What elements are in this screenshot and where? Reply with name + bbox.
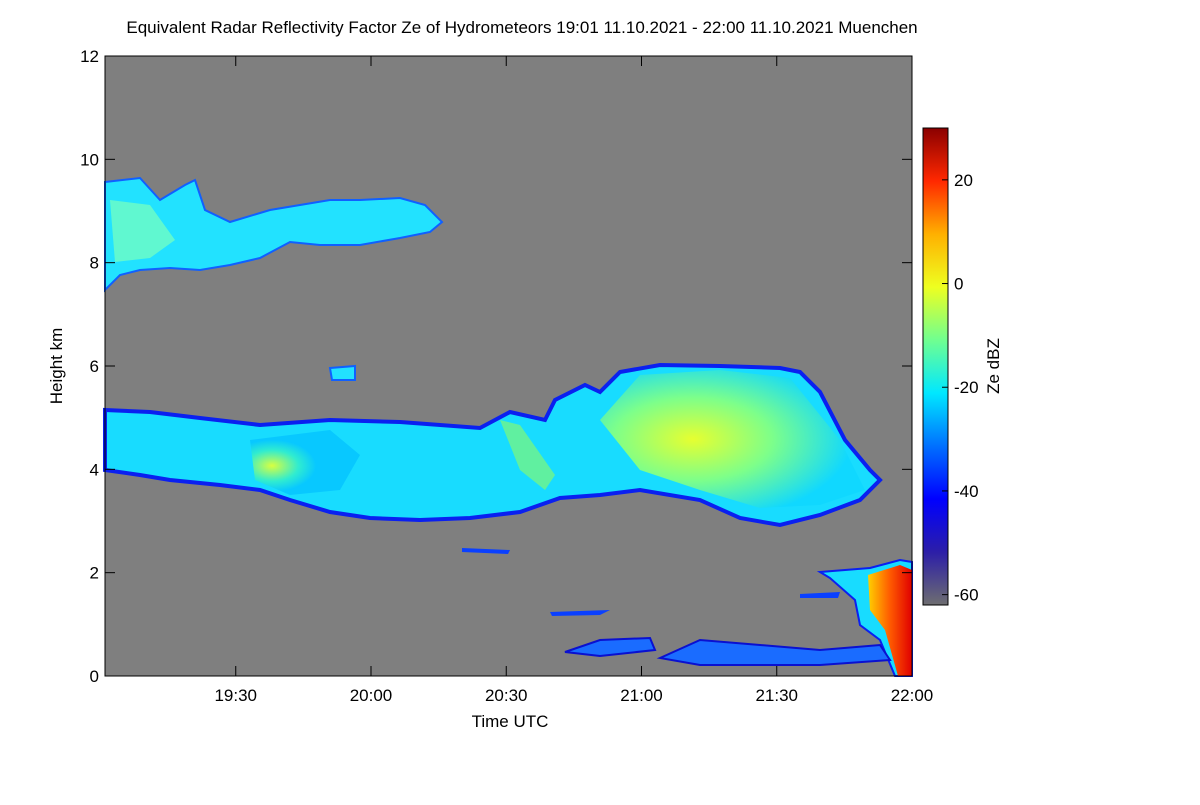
colorbar-tick-label: -60 bbox=[954, 586, 979, 605]
colorbar bbox=[922, 127, 949, 606]
y-tick-label: 4 bbox=[90, 460, 99, 479]
x-tick-label: 22:00 bbox=[891, 686, 934, 705]
y-tick-label: 10 bbox=[80, 150, 99, 169]
echo-layer bbox=[103, 176, 913, 677]
y-axis-label: Height km bbox=[47, 328, 66, 405]
y-tick-label: 8 bbox=[90, 254, 99, 273]
colorbar-tick-label: 0 bbox=[954, 275, 963, 294]
y-tick-label: 0 bbox=[90, 667, 99, 686]
colorbar-tick-label: -20 bbox=[954, 378, 979, 397]
x-tick-label: 21:00 bbox=[620, 686, 663, 705]
y-tick-label: 2 bbox=[90, 564, 99, 583]
axes bbox=[105, 55, 913, 677]
colorbar-tick-label: 20 bbox=[954, 171, 973, 190]
chart-title: Equivalent Radar Reflectivity Factor Ze … bbox=[126, 18, 917, 37]
colorbar-label: Ze dBZ bbox=[984, 338, 1003, 394]
x-tick-label: 20:00 bbox=[350, 686, 393, 705]
y-tick-label: 6 bbox=[90, 357, 99, 376]
x-tick-label: 21:30 bbox=[755, 686, 798, 705]
y-tick-label: 12 bbox=[80, 47, 99, 66]
x-axis-label: Time UTC bbox=[472, 712, 549, 731]
x-tick-label: 19:30 bbox=[214, 686, 257, 705]
plot-background bbox=[105, 56, 912, 676]
x-tick-label: 20:30 bbox=[485, 686, 528, 705]
colorbar-tick-label: -40 bbox=[954, 482, 979, 501]
